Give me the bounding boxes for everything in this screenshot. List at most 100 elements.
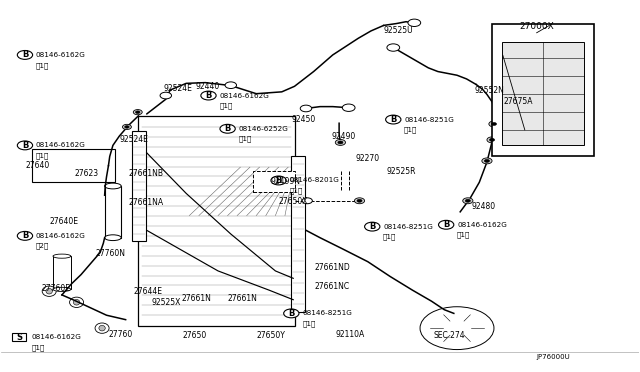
Text: 27661N: 27661N [181, 294, 211, 303]
Circle shape [225, 82, 237, 89]
Text: 27000X: 27000X [519, 22, 554, 31]
Circle shape [338, 141, 343, 144]
Ellipse shape [99, 326, 105, 331]
Circle shape [487, 137, 497, 143]
Text: B: B [22, 231, 28, 240]
Circle shape [125, 126, 129, 128]
Text: 92490: 92490 [332, 132, 356, 141]
Circle shape [484, 160, 490, 162]
Text: 92440: 92440 [196, 82, 220, 91]
Text: 27650X: 27650X [278, 197, 308, 206]
Circle shape [17, 141, 33, 150]
Circle shape [17, 51, 33, 60]
Text: 27760N: 27760N [96, 249, 125, 258]
Circle shape [160, 92, 172, 99]
Text: 27661N: 27661N [228, 294, 257, 303]
Text: 27644E: 27644E [133, 287, 163, 296]
Text: 27760: 27760 [108, 330, 132, 339]
Text: （1）: （1） [239, 136, 252, 142]
Circle shape [357, 199, 362, 202]
Bar [492, 23, 594, 157]
Text: 08146-8201G: 08146-8201G [289, 177, 339, 183]
Text: （1）: （1） [220, 103, 233, 109]
Circle shape [386, 115, 401, 124]
Circle shape [387, 44, 399, 51]
Text: 27661ND: 27661ND [315, 263, 351, 272]
Circle shape [201, 91, 216, 100]
Circle shape [408, 19, 420, 26]
Circle shape [17, 231, 33, 240]
Text: 27650Y: 27650Y [256, 331, 285, 340]
Text: 92270: 92270 [355, 154, 379, 163]
Ellipse shape [74, 299, 80, 305]
Circle shape [133, 110, 142, 115]
Text: 08146-6162G: 08146-6162G [36, 142, 86, 148]
Text: 92499N: 92499N [271, 177, 301, 186]
Text: 92480: 92480 [472, 202, 496, 211]
Text: 08146-8251G: 08146-8251G [404, 116, 454, 122]
Ellipse shape [42, 286, 56, 296]
Ellipse shape [104, 183, 121, 189]
Text: SEC.274: SEC.274 [433, 331, 465, 340]
Circle shape [335, 140, 346, 145]
Text: 27640E: 27640E [50, 217, 79, 225]
Text: （1）: （1） [383, 234, 396, 240]
Text: 92525R: 92525R [387, 167, 416, 176]
Bar [12, 333, 26, 341]
Bar [138, 116, 294, 326]
Text: 92525X: 92525X [152, 298, 181, 307]
Text: 27650: 27650 [183, 331, 207, 340]
Text: 08146-6162G: 08146-6162G [457, 222, 507, 228]
Text: B: B [390, 115, 396, 124]
Text: 08146-6162G: 08146-6162G [36, 52, 86, 58]
Text: 27661NB: 27661NB [129, 169, 164, 177]
Circle shape [284, 309, 299, 318]
Ellipse shape [53, 287, 71, 291]
Circle shape [420, 307, 494, 350]
Text: B: B [275, 176, 282, 185]
Text: 92450: 92450 [291, 115, 316, 124]
Circle shape [489, 121, 499, 127]
Circle shape [492, 122, 497, 125]
Ellipse shape [104, 235, 121, 241]
Text: B: B [22, 51, 28, 60]
Circle shape [443, 320, 471, 336]
Text: （1）: （1） [289, 187, 303, 194]
Circle shape [300, 105, 312, 112]
Circle shape [271, 176, 286, 185]
Text: S: S [16, 333, 22, 342]
Text: 27760E: 27760E [42, 284, 70, 293]
Circle shape [302, 198, 312, 204]
Circle shape [342, 104, 355, 112]
Text: （1）: （1） [36, 153, 49, 159]
Ellipse shape [70, 297, 84, 308]
Circle shape [136, 111, 140, 113]
Text: 27661NC: 27661NC [315, 282, 350, 291]
Ellipse shape [95, 323, 109, 333]
Circle shape [122, 124, 131, 129]
Bar [53, 256, 71, 289]
Text: （1）: （1） [302, 320, 316, 327]
Bar [32, 149, 115, 182]
Text: 27661NA: 27661NA [129, 198, 164, 207]
Ellipse shape [46, 288, 52, 294]
Text: 27640: 27640 [26, 161, 50, 170]
Text: 92525U: 92525U [384, 26, 413, 35]
Text: 08146-6252G: 08146-6252G [239, 126, 288, 132]
Ellipse shape [53, 254, 71, 258]
Circle shape [355, 198, 365, 204]
Text: B: B [205, 91, 212, 100]
Text: B: B [369, 222, 376, 231]
Circle shape [465, 199, 470, 202]
Text: （1）: （1） [457, 232, 470, 238]
Circle shape [220, 124, 236, 133]
Text: 27623: 27623 [75, 169, 99, 177]
Text: JP76000U: JP76000U [537, 353, 570, 360]
Circle shape [430, 313, 484, 344]
Text: 92524E: 92524E [119, 135, 148, 144]
Text: 92524E: 92524E [164, 84, 193, 93]
Text: 08146-6162G: 08146-6162G [32, 334, 82, 340]
Circle shape [490, 138, 495, 141]
Bar [132, 131, 146, 241]
Text: 92110A: 92110A [336, 330, 365, 339]
